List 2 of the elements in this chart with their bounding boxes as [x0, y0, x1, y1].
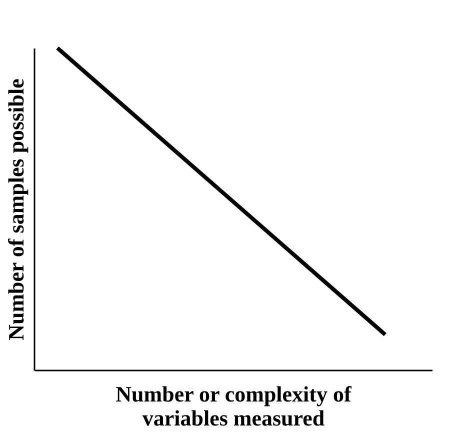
- y-axis-title: Number of samples possible: [4, 78, 28, 340]
- x-axis-title: Number or complexity of variables measured: [116, 382, 352, 430]
